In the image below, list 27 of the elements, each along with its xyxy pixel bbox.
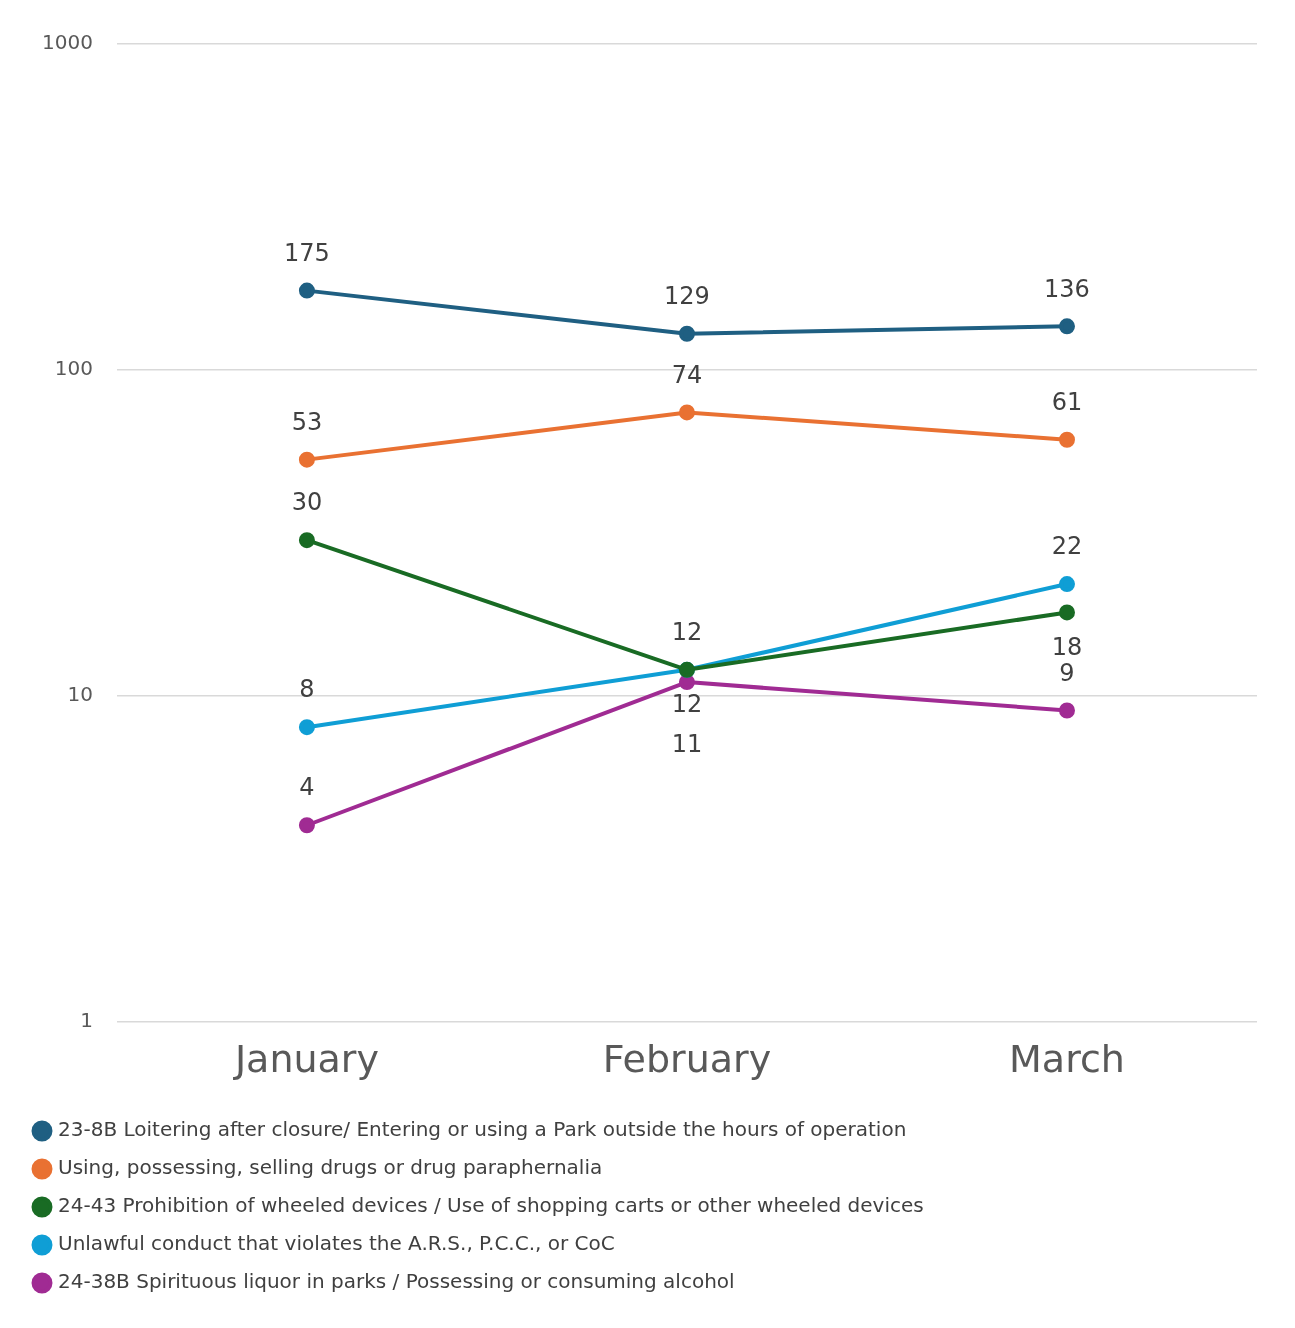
x-tick-label: January [232, 1037, 379, 1082]
data-label: 61 [1051, 387, 1083, 416]
legend-label: Using, possessing, selling drugs or drug paraphernalia [58, 1155, 603, 1180]
data-label: 12 [671, 618, 703, 647]
data-label: 12 [671, 690, 703, 719]
data-label: 136 [1044, 274, 1090, 303]
data-label: 129 [664, 282, 710, 310]
data-label: 18 [1051, 632, 1083, 661]
data-label: 30 [291, 488, 323, 517]
data-label: 9 [1059, 658, 1075, 687]
data-label: 74 [671, 360, 703, 389]
y-tick-label: 1000 [41, 30, 93, 55]
y-tick-label: 1 [80, 1007, 93, 1032]
data-label: 4 [299, 773, 315, 802]
y-tick-label: 100 [54, 356, 93, 380]
data-label: 53 [291, 407, 323, 436]
data-label: 8 [299, 675, 315, 704]
legend-label: 24-38B Spirituous liquor in parks / Possessing or consuming alcohol [58, 1269, 735, 1294]
legend-label: 23-8B Loitering after closure/ Entering or using a Park outside the hours of operation [58, 1117, 907, 1142]
x-tick-label: March [1009, 1037, 1125, 1082]
legend-label: Unlawful conduct that violates the A.R.S., P.C.C., or CoC [58, 1231, 615, 1256]
data-label: 22 [1051, 532, 1083, 561]
data-label: 11 [671, 730, 703, 759]
y-tick-label: 10 [67, 681, 93, 706]
data-label: 175 [284, 238, 330, 267]
legend-label: 24-43 Prohibition of wheeled devices / Use of shopping carts or other wheeled devices [58, 1193, 924, 1218]
x-tick-label: February [602, 1037, 772, 1082]
